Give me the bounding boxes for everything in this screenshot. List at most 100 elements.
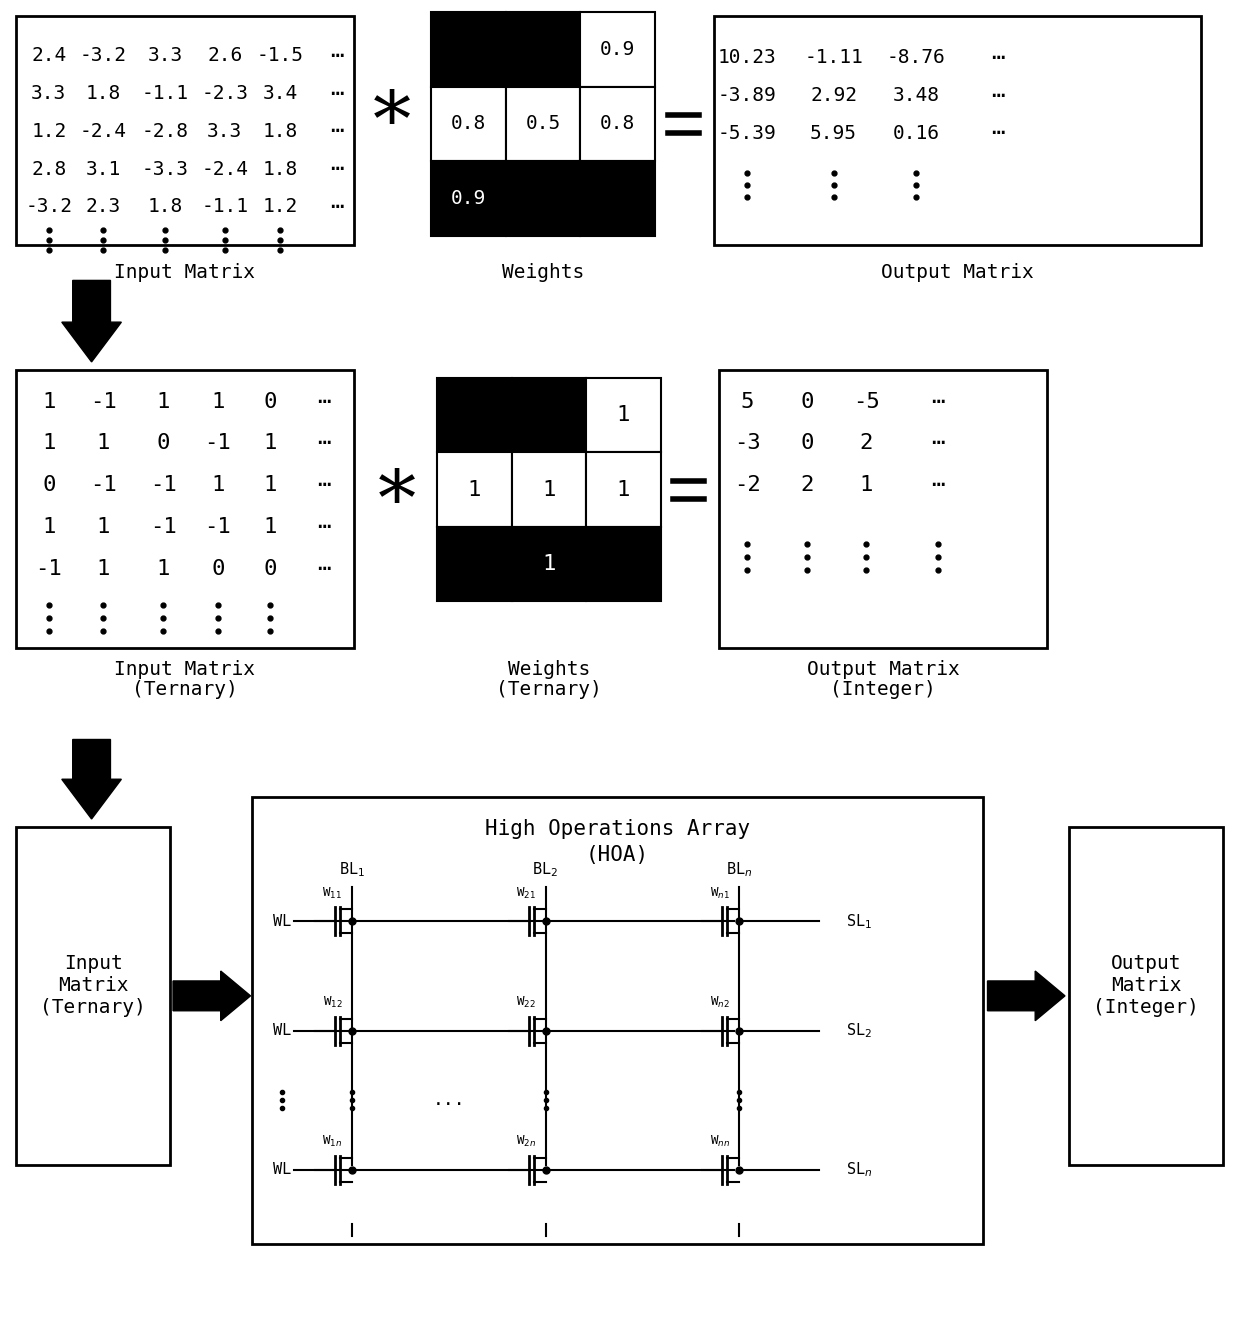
Text: 3.3: 3.3 bbox=[207, 121, 242, 141]
Text: W$_{22}$: W$_{22}$ bbox=[516, 995, 536, 1011]
Text: -2.3: -2.3 bbox=[201, 84, 248, 103]
Text: (HOA): (HOA) bbox=[587, 845, 649, 865]
Text: -3.2: -3.2 bbox=[25, 198, 72, 216]
Text: Weights: Weights bbox=[508, 660, 590, 680]
Text: -1.1: -1.1 bbox=[141, 84, 188, 103]
Bar bbox=[512, 452, 587, 527]
Text: BL$_n$: BL$_n$ bbox=[725, 861, 753, 879]
Text: ⋯: ⋯ bbox=[931, 474, 945, 496]
Text: 1.2: 1.2 bbox=[263, 198, 298, 216]
Text: ⋯: ⋯ bbox=[317, 391, 331, 411]
Text: WL: WL bbox=[273, 1023, 291, 1039]
Text: 1: 1 bbox=[211, 391, 224, 411]
Text: ⋯: ⋯ bbox=[931, 434, 945, 453]
Text: Output Matrix: Output Matrix bbox=[807, 660, 960, 680]
Text: 3.1: 3.1 bbox=[86, 159, 122, 179]
Text: ⋯: ⋯ bbox=[317, 517, 331, 536]
Text: 3.3: 3.3 bbox=[31, 84, 67, 103]
Text: W$_{21}$: W$_{21}$ bbox=[516, 886, 536, 902]
Text: 1: 1 bbox=[264, 517, 277, 536]
Text: 1: 1 bbox=[211, 474, 224, 496]
Polygon shape bbox=[987, 971, 1065, 1020]
Text: 1: 1 bbox=[542, 480, 556, 500]
Text: -2.8: -2.8 bbox=[141, 121, 188, 141]
Text: 0.8: 0.8 bbox=[600, 115, 635, 133]
Text: 0: 0 bbox=[800, 391, 813, 411]
Text: -8.76: -8.76 bbox=[887, 49, 945, 67]
Text: -1: -1 bbox=[150, 517, 176, 536]
Text: ⋯: ⋯ bbox=[317, 474, 331, 496]
Text: 0.8: 0.8 bbox=[451, 115, 486, 133]
Text: 3.48: 3.48 bbox=[893, 86, 940, 105]
Text: W$_{n2}$: W$_{n2}$ bbox=[711, 995, 729, 1011]
Text: 0.9: 0.9 bbox=[451, 188, 486, 208]
Text: 1: 1 bbox=[264, 434, 277, 453]
Text: -1: -1 bbox=[91, 474, 117, 496]
Text: 0: 0 bbox=[264, 559, 277, 579]
Text: 0: 0 bbox=[42, 474, 56, 496]
Text: (Integer): (Integer) bbox=[831, 680, 936, 700]
Text: -5.39: -5.39 bbox=[718, 124, 776, 142]
Text: Input Matrix: Input Matrix bbox=[114, 660, 255, 680]
Text: 2.4: 2.4 bbox=[31, 46, 67, 66]
Text: 3.4: 3.4 bbox=[263, 84, 298, 103]
Text: ⋯: ⋯ bbox=[330, 196, 343, 217]
Text: W$_{1n}$: W$_{1n}$ bbox=[322, 1135, 342, 1149]
Text: ⋯: ⋯ bbox=[330, 159, 343, 179]
Text: 1: 1 bbox=[542, 554, 556, 575]
Bar bbox=[506, 161, 580, 236]
Text: -1: -1 bbox=[91, 391, 117, 411]
Bar bbox=[438, 527, 512, 601]
Text: W$_{n1}$: W$_{n1}$ bbox=[709, 886, 730, 902]
Bar bbox=[587, 527, 661, 601]
Text: 1.8: 1.8 bbox=[86, 84, 122, 103]
Bar bbox=[438, 452, 512, 527]
Text: 10.23: 10.23 bbox=[718, 49, 776, 67]
Text: 1: 1 bbox=[156, 559, 170, 579]
Text: *: * bbox=[377, 467, 415, 540]
Text: W$_{12}$: W$_{12}$ bbox=[322, 995, 342, 1011]
Text: (Ternary): (Ternary) bbox=[496, 680, 601, 700]
Bar bbox=[432, 12, 506, 87]
Text: 5.95: 5.95 bbox=[810, 124, 857, 142]
Bar bbox=[438, 378, 512, 452]
Polygon shape bbox=[62, 281, 122, 362]
Text: 1: 1 bbox=[616, 405, 630, 424]
Bar bbox=[580, 161, 655, 236]
Text: 1: 1 bbox=[42, 391, 56, 411]
Text: 1: 1 bbox=[156, 391, 170, 411]
Text: -2.4: -2.4 bbox=[201, 159, 248, 179]
Text: 2.6: 2.6 bbox=[207, 46, 242, 66]
Text: SL$_2$: SL$_2$ bbox=[847, 1021, 873, 1040]
Text: ⋯: ⋯ bbox=[330, 46, 343, 66]
Text: (Ternary): (Ternary) bbox=[133, 680, 238, 700]
Text: -3.89: -3.89 bbox=[718, 86, 776, 105]
Text: High Operations Array: High Operations Array bbox=[485, 818, 750, 840]
Text: 1.2: 1.2 bbox=[31, 121, 67, 141]
Bar bbox=[506, 12, 580, 87]
Text: ⋯: ⋯ bbox=[330, 121, 343, 141]
Text: W$_{nn}$: W$_{nn}$ bbox=[709, 1135, 730, 1149]
Text: 2.92: 2.92 bbox=[810, 86, 857, 105]
Bar bbox=[587, 452, 661, 527]
Text: 1: 1 bbox=[264, 474, 277, 496]
Text: ⋯: ⋯ bbox=[330, 83, 343, 104]
Text: 1: 1 bbox=[97, 517, 110, 536]
Bar bbox=[580, 87, 655, 161]
Text: W$_{11}$: W$_{11}$ bbox=[322, 886, 342, 902]
Text: -1.11: -1.11 bbox=[805, 49, 863, 67]
Text: ⋯: ⋯ bbox=[991, 124, 1004, 144]
Text: 2: 2 bbox=[859, 434, 873, 453]
Text: 0.16: 0.16 bbox=[893, 124, 940, 142]
Text: SL$_1$: SL$_1$ bbox=[847, 912, 873, 931]
Text: W$_{2n}$: W$_{2n}$ bbox=[516, 1135, 536, 1149]
Text: -1: -1 bbox=[150, 474, 176, 496]
Text: 0: 0 bbox=[264, 391, 277, 411]
Text: 2: 2 bbox=[800, 474, 813, 496]
Text: 1.8: 1.8 bbox=[263, 121, 298, 141]
Text: 0.5: 0.5 bbox=[526, 115, 560, 133]
Bar bbox=[16, 16, 353, 245]
Bar bbox=[580, 12, 655, 87]
Text: 1: 1 bbox=[859, 474, 873, 496]
Bar bbox=[512, 378, 587, 452]
